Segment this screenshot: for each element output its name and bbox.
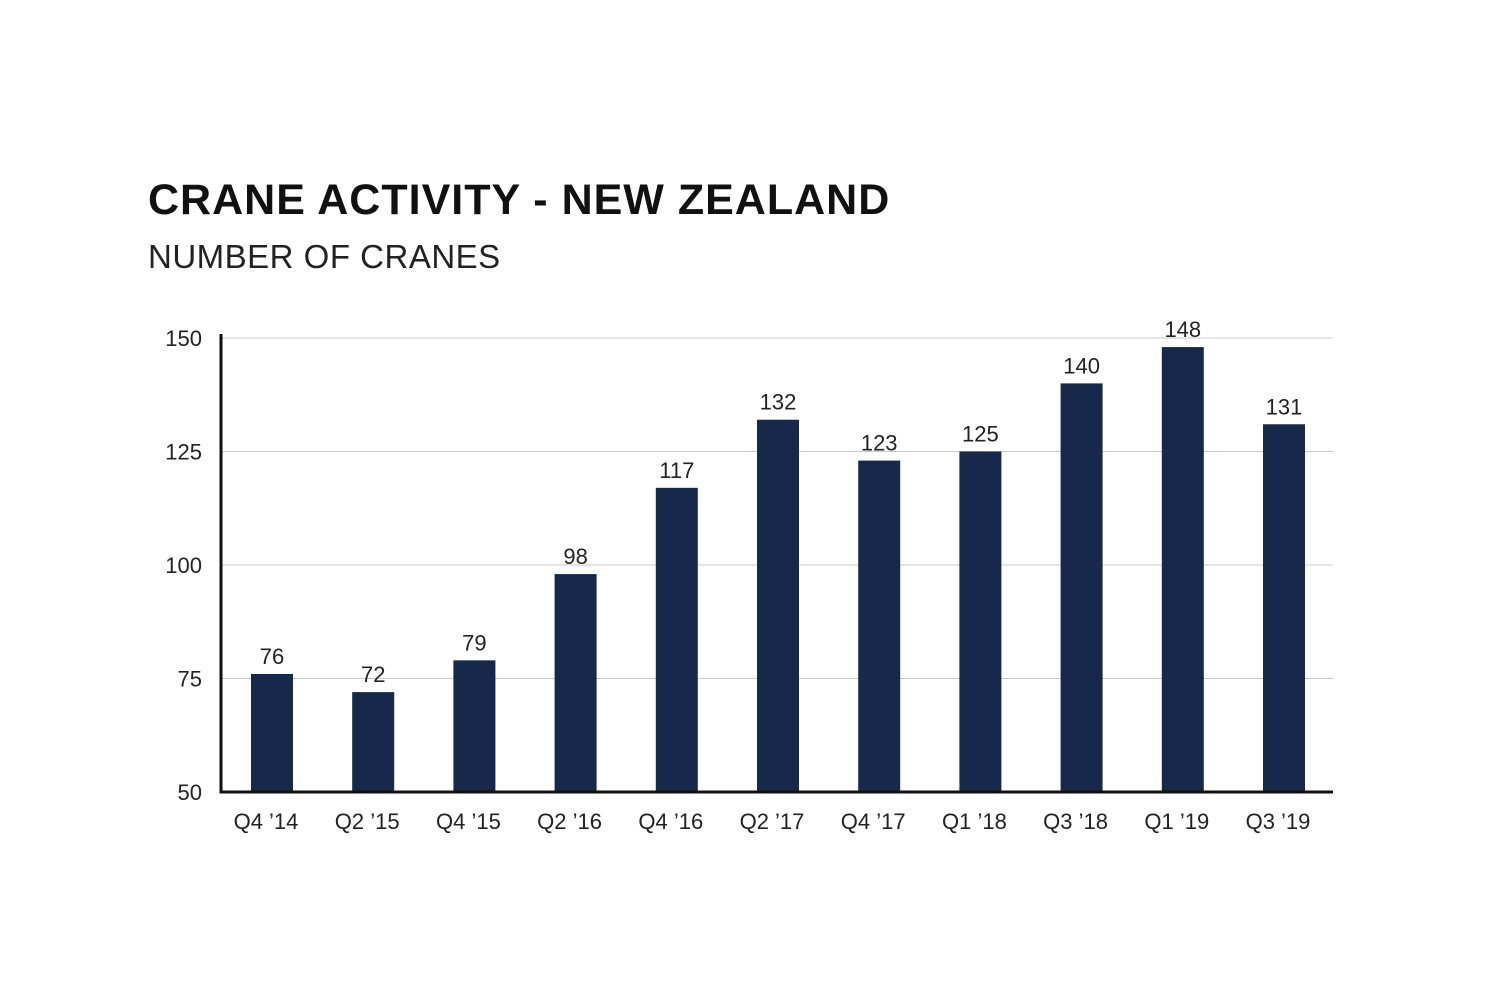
bar — [959, 451, 1002, 792]
axes — [219, 334, 1333, 794]
bar — [858, 460, 901, 792]
bar — [453, 660, 496, 792]
x-tick-label: Q4 ’15 — [436, 809, 501, 834]
chart-subtitle: NUMBER OF CRANES — [148, 238, 501, 275]
bar — [757, 419, 799, 792]
data-label: 76 — [260, 644, 284, 669]
y-tick-label: 150 — [165, 326, 202, 351]
x-tick-label: Q4 ’16 — [638, 809, 703, 834]
data-label: 117 — [659, 458, 694, 483]
bar — [554, 574, 597, 792]
bar — [1161, 347, 1204, 792]
data-label: 148 — [1164, 317, 1201, 342]
bar — [1060, 383, 1103, 792]
bar — [1263, 424, 1305, 792]
labels: 50 75 100 125 150 76 Q4 ’14 72 Q2 ’15 79 Q4 ’15 98 Q… — [165, 317, 1310, 834]
y-tick-label: 75 — [178, 667, 202, 692]
x-tick-label: Q4 ’14 — [234, 809, 299, 834]
x-tick-label: Q1 ’18 — [942, 809, 1007, 834]
data-label: 132 — [760, 390, 797, 415]
data-label: 98 — [563, 544, 587, 569]
data-label: 125 — [962, 422, 999, 447]
bars — [251, 347, 1305, 792]
y-tick-label: 50 — [178, 780, 202, 805]
data-label: 123 — [861, 431, 898, 456]
x-tick-label: Q4 ’17 — [841, 809, 906, 834]
bar — [655, 487, 698, 792]
data-label: 72 — [361, 662, 385, 687]
x-tick-label: Q1 ’19 — [1144, 809, 1209, 834]
x-tick-label: Q2 ’15 — [335, 809, 400, 834]
x-tick-label: Q2 ’17 — [740, 809, 805, 834]
data-label: 79 — [462, 630, 486, 655]
data-label: 131 — [1266, 394, 1303, 419]
data-label: 140 — [1063, 353, 1100, 378]
x-tick-label: Q2 ’16 — [537, 809, 602, 834]
x-tick-label: Q3 ’19 — [1246, 809, 1311, 834]
chart-title: CRANE ACTIVITY - NEW ZEALAND — [148, 176, 891, 224]
y-tick-label: 125 — [165, 440, 202, 465]
bar — [352, 692, 395, 792]
bar — [251, 673, 293, 792]
y-tick-label: 100 — [165, 553, 202, 578]
x-tick-label: Q3 ’18 — [1043, 809, 1108, 834]
